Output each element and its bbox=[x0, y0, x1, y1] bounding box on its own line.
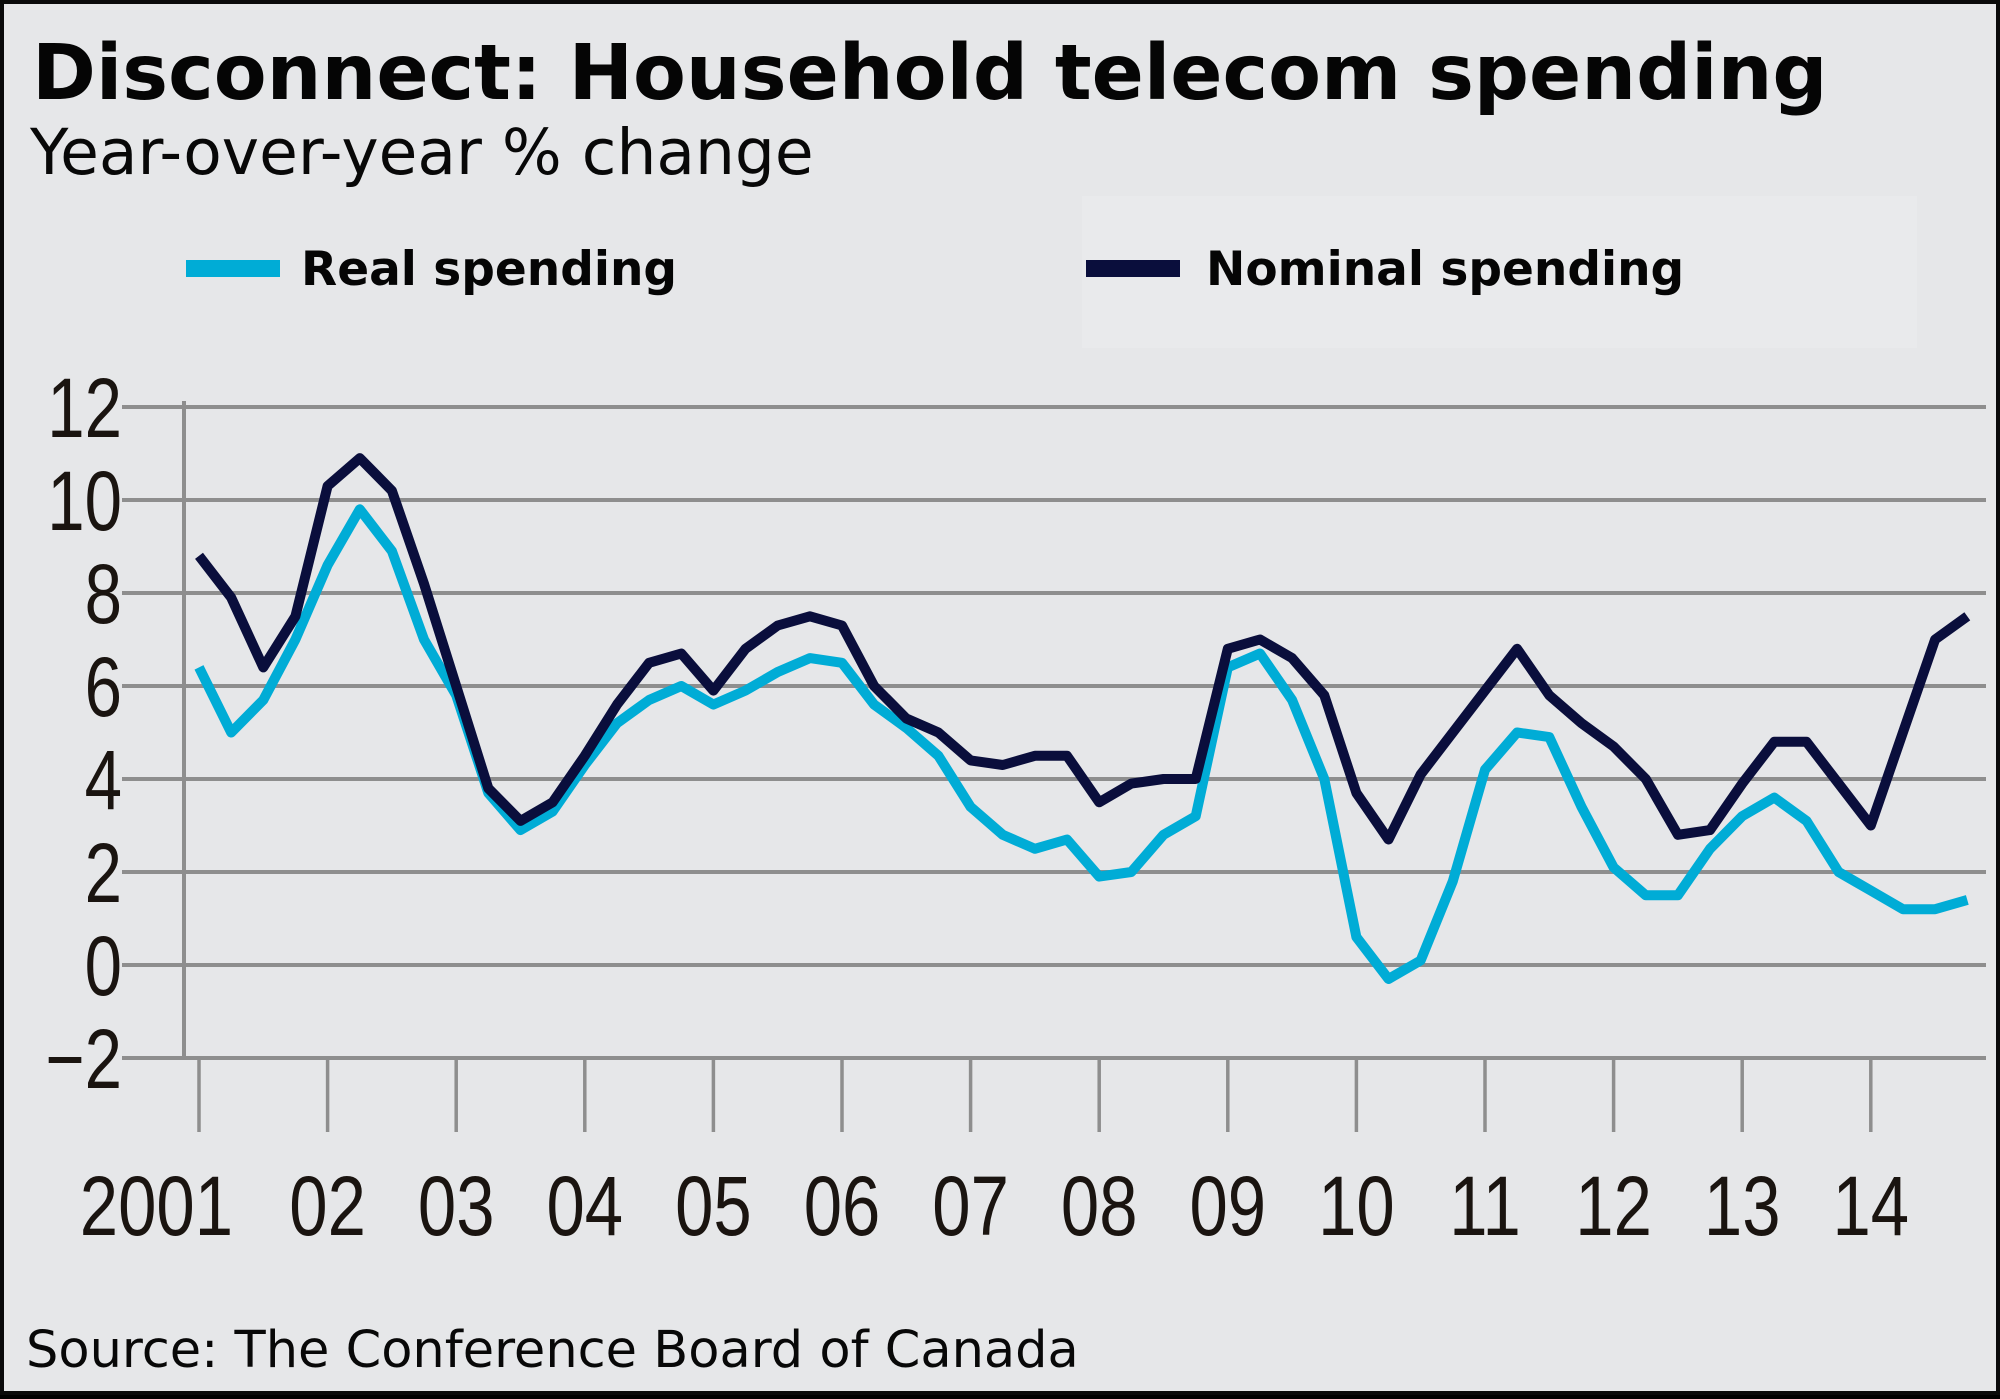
y-tick-label: 4 bbox=[85, 734, 122, 828]
legend-swatch-nominal bbox=[1086, 260, 1180, 277]
y-tick-label: 0 bbox=[85, 920, 122, 1014]
x-tick-label: 11 bbox=[1449, 1160, 1520, 1254]
x-tick-label: 03 bbox=[418, 1160, 495, 1254]
chart-title: Disconnect: Household telecom spending bbox=[32, 29, 1828, 118]
series-nominal bbox=[199, 458, 1967, 839]
legend: Real spending Nominal spending bbox=[186, 196, 1917, 348]
x-axis-labels: 2001 02 03 04 05 06 07 08 09 10 11 12 13 14 bbox=[80, 1160, 1909, 1254]
y-tick-label: 10 bbox=[47, 455, 122, 549]
x-tick-label: 14 bbox=[1833, 1160, 1910, 1254]
x-tick-label: 05 bbox=[675, 1160, 752, 1254]
x-tick-label: 2001 bbox=[80, 1160, 233, 1254]
x-tick-label: 08 bbox=[1061, 1160, 1138, 1254]
y-tick-label: −2 bbox=[45, 1013, 122, 1107]
x-tick-label: 12 bbox=[1575, 1160, 1652, 1254]
x-tick-label: 06 bbox=[804, 1160, 881, 1254]
y-tick-label: 12 bbox=[47, 362, 122, 456]
x-tick-label: 13 bbox=[1704, 1160, 1781, 1254]
legend-label-nominal: Nominal spending bbox=[1206, 242, 1684, 297]
y-tick-label: 6 bbox=[85, 641, 122, 735]
chart-subtitle: Year-over-year % change bbox=[29, 116, 814, 189]
y-tick-label: 8 bbox=[85, 548, 122, 642]
legend-label-real: Real spending bbox=[301, 242, 677, 297]
source-note: Source: The Conference Board of Canada bbox=[26, 1321, 1079, 1380]
x-tick-label: 09 bbox=[1190, 1160, 1267, 1254]
legend-swatch-real bbox=[186, 260, 280, 277]
series-line bbox=[199, 509, 1967, 979]
x-tick-label: 02 bbox=[289, 1160, 366, 1254]
x-tick-label: 10 bbox=[1318, 1160, 1395, 1254]
line-chart: Disconnect: Household telecom spending Y… bbox=[4, 4, 2000, 1399]
series-line bbox=[199, 458, 1967, 839]
y-tick-label: 2 bbox=[85, 827, 122, 921]
x-tick-label: 04 bbox=[547, 1160, 624, 1254]
series-real bbox=[199, 509, 1967, 979]
x-tick-label: 07 bbox=[932, 1160, 1009, 1254]
data-series bbox=[199, 458, 1967, 979]
x-axis-ticks bbox=[199, 1060, 1871, 1132]
